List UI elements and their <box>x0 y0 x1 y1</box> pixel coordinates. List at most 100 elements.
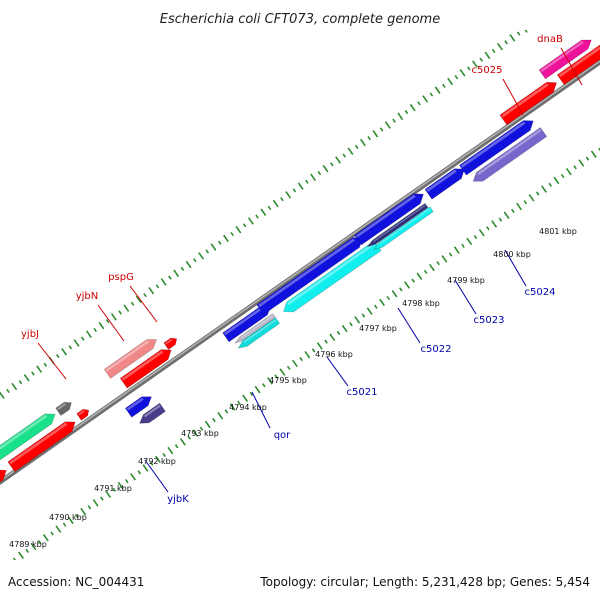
feature-blue-c5022-shape <box>354 193 424 246</box>
feature-blue-qor-shine <box>224 306 264 336</box>
inner-tick <box>87 505 92 510</box>
callout-line-c5023 <box>454 279 477 315</box>
gene-label-c5021[interactable]: c5021 <box>347 387 378 398</box>
outer-tick <box>547 8 552 15</box>
inner-tick <box>304 350 311 359</box>
feature-slate-small <box>139 402 166 424</box>
map-body: yjbJ yjbN pspG c5025 dnaB yjbK qor c5021 c5022 c5… <box>0 8 600 560</box>
inner-tick <box>212 418 216 423</box>
outer-tick <box>447 77 454 86</box>
kbp-label: 4799 kbp <box>447 276 485 285</box>
feature-red-small-2-shine <box>165 338 173 345</box>
outer-tick <box>43 362 48 367</box>
gene-label-c5024[interactable]: c5024 <box>525 287 556 298</box>
inner-tick <box>478 228 485 237</box>
feature-cyan-c5022-shape <box>373 206 434 250</box>
kbp-label: 4798 kbp <box>402 299 440 308</box>
outer-tick <box>123 304 130 312</box>
outer-tick <box>322 164 329 173</box>
outer-tick <box>86 330 92 339</box>
outer-tick <box>404 109 409 115</box>
gene-label-c5022[interactable]: c5022 <box>421 344 452 355</box>
gene-label-yjbJ[interactable]: yjbJ <box>21 329 39 340</box>
inner-tick <box>361 313 366 318</box>
inner-tick <box>598 147 600 152</box>
inner-tick <box>498 217 503 222</box>
callout-line-c5024 <box>504 249 527 287</box>
inner-tick <box>37 540 42 545</box>
inner-tick <box>149 461 154 466</box>
inner-tick <box>274 374 279 379</box>
kbp-label: 4793 kbp <box>181 429 219 438</box>
kbp-label: 4794 kbp <box>229 403 267 412</box>
inner-tick <box>137 470 142 475</box>
outer-tick <box>466 66 471 71</box>
feature-red-3-shape <box>119 349 172 389</box>
inner-tick <box>585 156 590 161</box>
inner-tick <box>67 516 74 525</box>
outer-tick <box>247 217 254 225</box>
inner-tick <box>573 165 577 170</box>
inner-tick <box>448 252 453 257</box>
outer-tick <box>11 382 18 391</box>
feature-green-shape <box>0 413 56 466</box>
gene-label-c5025[interactable]: c5025 <box>472 65 503 76</box>
outer-tick <box>110 313 117 321</box>
outer-tick <box>305 179 309 184</box>
feature-blue-c5022-shine <box>355 194 416 238</box>
feature-grey-small-shape <box>55 401 72 416</box>
inner-tick <box>18 551 24 559</box>
feature-red-5-shine <box>501 83 549 118</box>
inner-tick <box>578 159 585 167</box>
outer-tick <box>496 42 503 51</box>
outer-tick <box>210 243 217 251</box>
inner-tick <box>100 496 104 501</box>
gene-label-c5023[interactable]: c5023 <box>474 315 505 326</box>
callout-line-qor <box>251 391 271 429</box>
gene-label-qor[interactable]: qor <box>274 430 291 441</box>
gene-label-yjbN[interactable]: yjbN <box>76 291 99 302</box>
inner-tick <box>224 409 229 414</box>
outer-tick <box>235 225 242 234</box>
feature-red-1 <box>0 469 7 500</box>
feature-grey-small <box>55 401 72 416</box>
feature-red-1-shape <box>0 469 7 500</box>
inner-tick <box>142 464 149 472</box>
gene-label-yjbK[interactable]: yjbK <box>167 494 189 505</box>
feature-blue-c5021 <box>256 237 364 315</box>
inner-tick <box>404 281 410 289</box>
inner-tick <box>466 237 473 246</box>
inner-tick <box>286 365 291 370</box>
outer-tick <box>354 144 359 149</box>
gene-label-pspG[interactable]: pspG <box>108 272 134 283</box>
outer-tick <box>442 83 446 88</box>
feature-red-5-shape <box>499 81 557 126</box>
outer-tick <box>56 353 60 359</box>
inner-tick <box>411 278 416 283</box>
inner-tick <box>473 234 478 240</box>
kbp-label: 4796 kbp <box>315 350 353 359</box>
feature-magenta <box>538 39 592 80</box>
gene-label-dnaB[interactable]: dnaB <box>537 34 563 45</box>
inner-tick <box>486 226 490 231</box>
feature-red-small-shine <box>78 410 85 416</box>
outer-tick <box>542 14 544 17</box>
inner-tick <box>254 385 261 394</box>
inner-tick <box>204 420 211 429</box>
outer-tick <box>524 30 528 33</box>
outer-tick <box>255 214 259 219</box>
inner-tick <box>491 220 498 228</box>
outer-tick <box>384 121 391 129</box>
feature-blue-c5024-shape <box>459 120 534 176</box>
outer-tick <box>335 156 341 164</box>
feature-greystripe <box>234 313 277 344</box>
feature-purple-c5024 <box>472 127 548 182</box>
feature-red-6-shape <box>556 44 600 86</box>
outer-tick <box>280 197 284 202</box>
kbp-label: 4801 kbp <box>539 227 577 236</box>
outer-tick <box>160 278 167 286</box>
gene-callouts: yjbJ yjbN pspG c5025 dnaB yjbK qor c5021 c5022 c5… <box>21 34 583 505</box>
feature-cyan-qor-shine <box>243 319 277 343</box>
feature-slate-small-shape <box>139 402 166 424</box>
inner-tick <box>130 473 136 481</box>
